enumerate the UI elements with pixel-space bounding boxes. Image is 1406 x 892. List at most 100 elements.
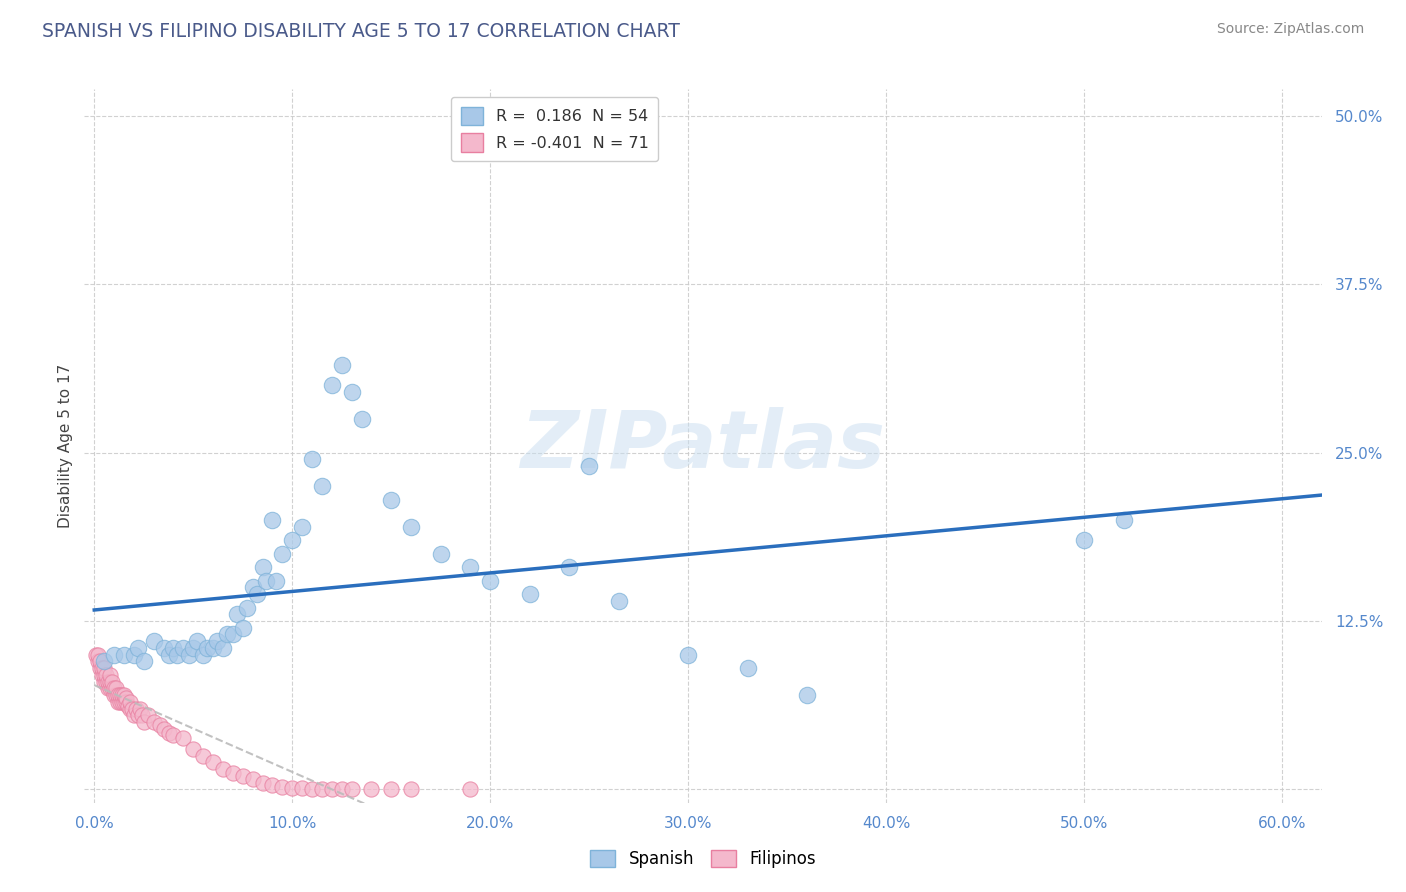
Point xyxy=(460,782,482,797)
Point xyxy=(94,668,117,682)
Point xyxy=(87,648,110,662)
Y-axis label: Disability Age 5 to 17: Disability Age 5 to 17 xyxy=(58,364,73,528)
Point xyxy=(212,762,235,776)
Point xyxy=(291,520,314,534)
Point xyxy=(87,655,110,669)
Point xyxy=(191,748,214,763)
Point xyxy=(256,574,278,588)
Point xyxy=(115,690,138,705)
Point xyxy=(112,695,135,709)
Point xyxy=(127,640,149,655)
Point xyxy=(1112,513,1135,527)
Point xyxy=(399,782,422,797)
Point xyxy=(225,607,247,622)
Point xyxy=(142,634,165,648)
Point xyxy=(101,681,124,696)
Point xyxy=(245,587,267,601)
Point xyxy=(350,412,373,426)
Point xyxy=(399,520,422,534)
Point xyxy=(311,782,333,797)
Point xyxy=(301,452,323,467)
Point xyxy=(242,580,264,594)
Point xyxy=(98,668,121,682)
Point xyxy=(152,640,174,655)
Point xyxy=(737,661,759,675)
Point xyxy=(202,756,225,770)
Point xyxy=(232,769,254,783)
Point xyxy=(281,533,304,548)
Point xyxy=(105,681,128,696)
Point xyxy=(108,688,131,702)
Point xyxy=(98,681,121,696)
Point xyxy=(111,695,134,709)
Point xyxy=(122,708,145,723)
Point xyxy=(252,560,274,574)
Point xyxy=(108,695,131,709)
Point xyxy=(181,640,204,655)
Point xyxy=(91,668,114,682)
Point xyxy=(215,627,238,641)
Point xyxy=(112,648,135,662)
Text: ZIPatlas: ZIPatlas xyxy=(520,407,886,485)
Point xyxy=(103,681,125,696)
Point xyxy=(97,674,120,689)
Point xyxy=(112,688,135,702)
Point xyxy=(1073,533,1095,548)
Point xyxy=(330,782,353,797)
Point xyxy=(271,547,294,561)
Legend: R =  0.186  N = 54, R = -0.401  N = 71: R = 0.186 N = 54, R = -0.401 N = 71 xyxy=(451,97,658,161)
Point xyxy=(131,708,153,723)
Point xyxy=(132,714,155,729)
Point xyxy=(159,726,181,740)
Point xyxy=(380,492,402,507)
Point xyxy=(97,681,120,696)
Point xyxy=(89,655,111,669)
Point xyxy=(179,648,201,662)
Point xyxy=(94,674,117,689)
Point xyxy=(271,780,294,794)
Point xyxy=(222,766,245,780)
Point xyxy=(159,648,181,662)
Point xyxy=(340,782,363,797)
Point xyxy=(93,674,115,689)
Point xyxy=(107,695,129,709)
Point xyxy=(136,708,159,723)
Point xyxy=(172,731,194,746)
Point xyxy=(340,385,363,400)
Point xyxy=(578,459,600,474)
Point xyxy=(122,648,145,662)
Point xyxy=(321,782,343,797)
Text: SPANISH VS FILIPINO DISABILITY AGE 5 TO 17 CORRELATION CHART: SPANISH VS FILIPINO DISABILITY AGE 5 TO … xyxy=(42,22,681,41)
Point xyxy=(118,695,141,709)
Legend: Spanish, Filipinos: Spanish, Filipinos xyxy=(583,843,823,875)
Point xyxy=(262,778,284,792)
Point xyxy=(291,780,314,795)
Point xyxy=(84,648,107,662)
Point xyxy=(252,775,274,789)
Point xyxy=(519,587,541,601)
Point xyxy=(98,674,121,689)
Point xyxy=(121,701,143,715)
Point xyxy=(242,772,264,786)
Point xyxy=(676,648,699,662)
Point xyxy=(132,655,155,669)
Point xyxy=(115,695,138,709)
Point xyxy=(127,708,149,723)
Point xyxy=(181,742,204,756)
Point xyxy=(111,688,134,702)
Point xyxy=(166,648,188,662)
Point xyxy=(89,661,111,675)
Point xyxy=(266,574,288,588)
Point xyxy=(105,688,128,702)
Point xyxy=(212,640,235,655)
Point xyxy=(93,668,115,682)
Point xyxy=(91,661,114,675)
Point xyxy=(360,782,382,797)
Point xyxy=(558,560,581,574)
Point xyxy=(93,661,115,675)
Point xyxy=(93,655,115,669)
Point xyxy=(311,479,333,493)
Point xyxy=(117,698,139,713)
Point xyxy=(162,640,184,655)
Point xyxy=(101,674,124,689)
